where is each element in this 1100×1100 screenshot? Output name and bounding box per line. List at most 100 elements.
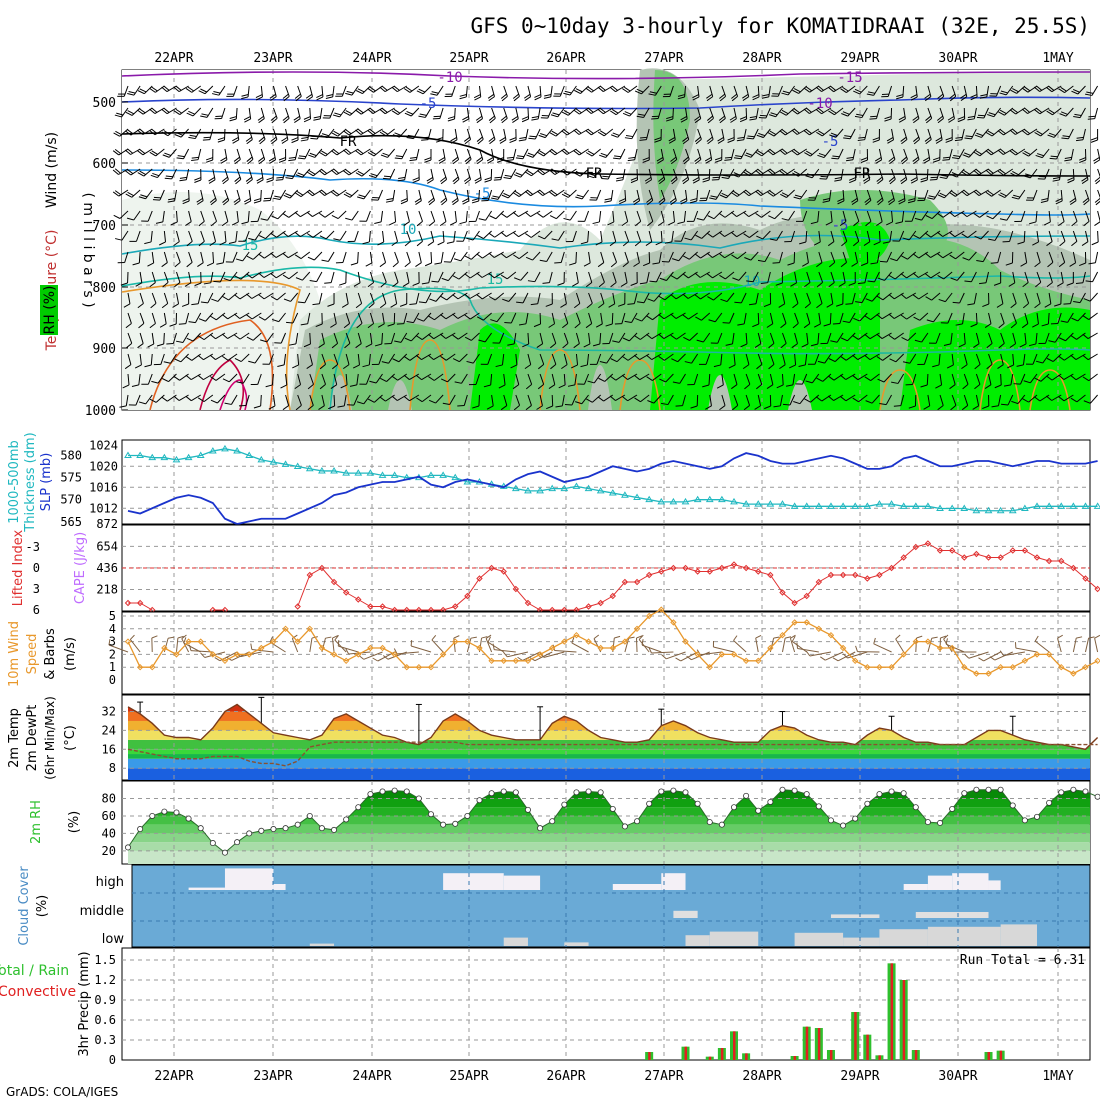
wind-barb [1067,168,1075,184]
wind-barb [1083,394,1098,404]
wind-barb [122,373,130,389]
wind-barb [577,210,590,222]
rh-point [924,819,931,826]
wind-barb [881,85,893,98]
wind-barb [852,353,868,361]
rh-band [128,833,1090,843]
wind-barb [539,251,553,262]
wind-label-d: (m/s) [63,637,78,671]
wind-barb [827,230,835,247]
wind-barb [274,332,287,344]
wind-barb [764,394,772,410]
wind-barb [374,332,384,347]
wind-barb [536,189,553,196]
wind-barb [367,85,383,93]
wind-barb [394,148,408,160]
wind-barb [228,230,238,244]
wind-barb [949,210,965,218]
wind-barb [359,373,371,385]
wind-barb [952,292,965,304]
wind-barb [374,210,384,224]
wind-barb [634,210,642,227]
rh-point [767,798,774,805]
wind-barb [855,292,868,304]
wind-barb [271,312,286,323]
wind-barb [492,332,505,344]
wind-speed-point [985,670,992,677]
wind-barb [567,373,577,387]
wind-barb [889,353,905,363]
wind-barb [598,292,605,309]
wind-barb [1064,148,1074,162]
wind-barb [1035,271,1042,288]
wind-barb [810,210,820,225]
wind-barb [763,292,772,307]
wind-barb [739,107,748,123]
wind-barb [211,85,226,96]
wind-barb [982,394,990,410]
wind-barb [198,210,205,227]
li-point [839,571,847,579]
wind-barb [1071,312,1086,322]
wind-barb [569,251,577,266]
cape-li-label: Lifted Index [11,529,26,606]
wind-barb [936,251,953,259]
wind-barb [246,251,262,260]
li-point [948,547,956,554]
wind-barb [549,148,565,156]
wind-barb [1037,168,1050,180]
wind-barb [592,210,602,225]
wind-barb [949,251,965,260]
wind-barb [393,648,419,655]
wind-barb [690,394,699,409]
wind-barb [961,394,969,411]
wind-barb [537,210,553,218]
wind-barb [331,210,347,220]
wind-barb [656,148,664,164]
wind-barb [1009,107,1026,115]
wind-barb [972,394,980,410]
wind-barb [864,332,880,340]
wind-barb [923,394,931,410]
cloud-high-bar [443,873,504,890]
wind-barb [973,332,980,349]
wind-barb [1034,292,1041,309]
wind-speed-point [973,670,980,677]
wind-barb [512,230,529,238]
wind-barb [716,373,724,389]
wind-barb [309,271,323,283]
temp-contour [149,319,274,411]
wind-barb [555,394,565,408]
wind-barb [501,189,517,199]
wind-barb [449,210,457,226]
wind-barb [138,189,153,200]
wind-barb [733,635,747,653]
wind-barb [293,107,301,123]
upper-yaxis-title: ( m i l l i b a r s ) [80,192,96,307]
thickness-point [851,502,860,509]
wind-speed-point [718,651,726,658]
rh-tick-label: 20 [102,844,116,858]
wind-barb [792,292,799,309]
wind-barb [421,128,432,141]
wind-barb [819,168,832,180]
wind-barb [925,292,941,301]
wind-barb [391,85,408,93]
wind-barb [294,210,311,218]
wind-speed-point [367,644,374,652]
wind-barb [1073,292,1086,304]
bottom-date-axis: 22APR 23APR 24APR 25APR 26APR 27APR 28APR 29APR… [154,1069,1073,1084]
wind-barb [379,128,395,137]
wind-barb [597,128,614,137]
rh-tick-label: 80 [102,791,116,805]
wind-barb [1017,230,1026,245]
wind-barb [670,292,686,300]
wind-barb [523,85,532,102]
wind-barb [852,373,868,381]
wind-barb [265,373,274,388]
wind-barb [792,312,799,329]
wind-barb [791,128,807,135]
wind-barb [150,168,165,179]
wind-barb [270,271,286,279]
pressure-level-label: 500 [93,96,116,111]
